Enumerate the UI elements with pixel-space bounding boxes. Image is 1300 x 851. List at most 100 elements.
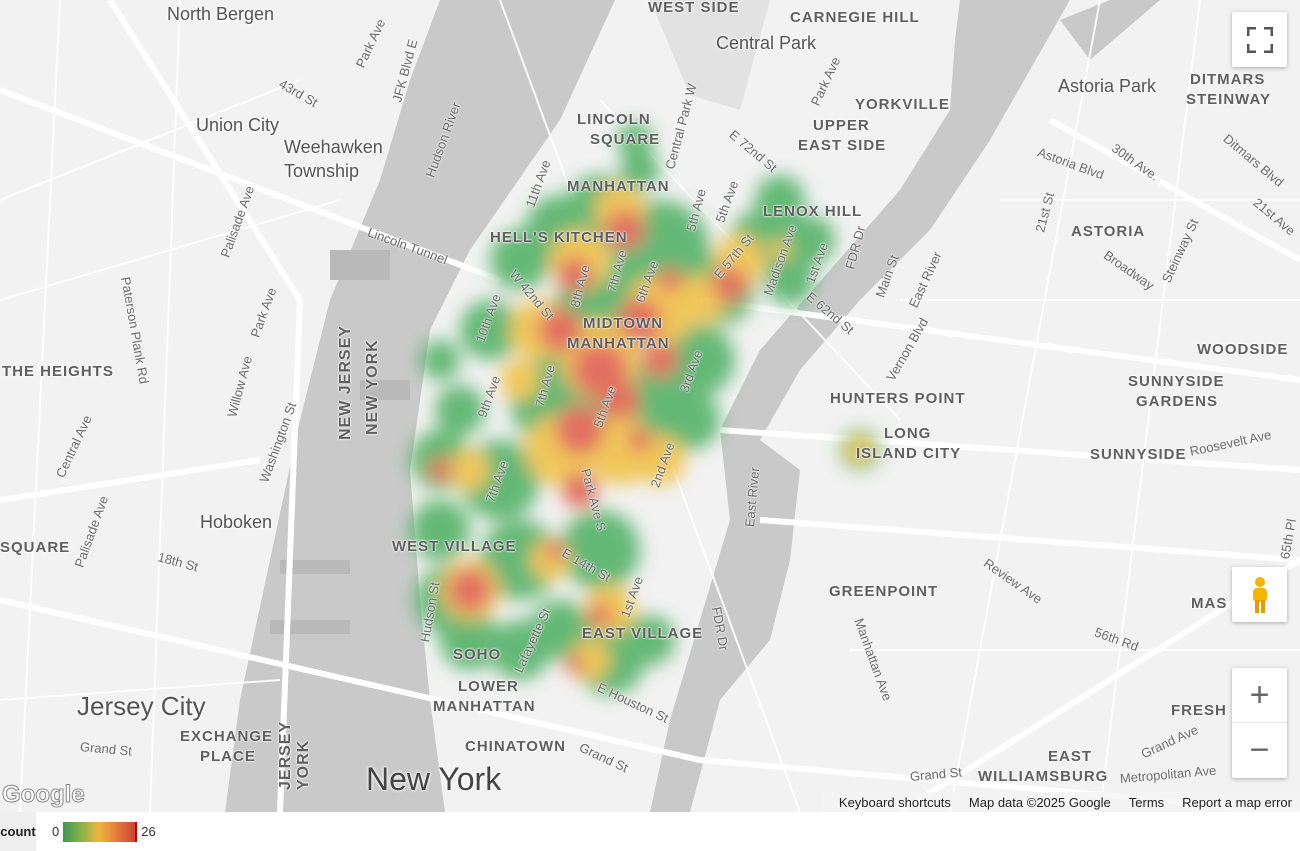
street-view-pegman-button[interactable] (1232, 567, 1287, 622)
terms-link[interactable]: Terms (1128, 794, 1165, 810)
area-label: EXCHANGE (180, 728, 274, 745)
area-label: North Bergen (167, 4, 275, 24)
heatmap-blob (545, 540, 565, 560)
map-canvas[interactable]: North Bergen Union City Weehawken Township H… (0, 0, 1300, 812)
heatmap-blob (765, 255, 815, 305)
area-label: Township (284, 161, 360, 181)
heatmap-blob (620, 150, 660, 190)
report-map-error-link[interactable]: Report a map error (1182, 794, 1292, 810)
zoom-in-button[interactable]: + (1232, 668, 1287, 723)
heatmap-blob (600, 380, 640, 420)
zoom-control: + − (1232, 668, 1287, 778)
area-label: LONG (884, 425, 932, 442)
area-label: HELL'S KITCHEN (490, 229, 628, 246)
heatmap-blob (565, 655, 585, 675)
area-label: WEST VILLAGE (392, 538, 517, 555)
heatmap-blob (557, 257, 593, 293)
area-label: SOHO (453, 646, 502, 663)
area-label: MIDTOWN (583, 315, 664, 332)
area-label: FRESH (1171, 702, 1227, 719)
heatmap-blob (847, 437, 873, 463)
area-label: New York (366, 761, 502, 797)
legend-title: count (0, 812, 36, 851)
heatmap-blob (490, 230, 550, 290)
heatmap-layer (410, 122, 880, 695)
area-label: DITMARS (1190, 71, 1266, 88)
map-base (0, 0, 1300, 812)
state-boundary-label: JERSEY (277, 720, 294, 790)
legend-min: 0 (52, 824, 60, 839)
area-label: LENOX HILL (763, 203, 863, 220)
state-boundary-label: NEW JERSEY (337, 325, 354, 440)
area-label: WOODSIDE (1197, 341, 1289, 358)
area-label: Union City (196, 115, 280, 135)
heatmap-blob (658, 268, 682, 292)
heatmap-blob (530, 600, 590, 660)
minor-roads (0, 0, 1300, 812)
area-label: Jersey City (77, 691, 206, 721)
major-roads (0, 0, 1300, 812)
heatmap-blob (428, 458, 452, 482)
fullscreen-button[interactable] (1232, 12, 1287, 67)
area-label: HUNTERS POINT (830, 390, 966, 407)
heatmap-blob (665, 325, 735, 395)
east-river (650, 0, 1070, 812)
heatmap-blob (660, 390, 720, 450)
heatmap-blob (440, 610, 500, 670)
heatmap-blob (420, 340, 460, 380)
legend-max: 26 (141, 824, 156, 839)
google-logo: Google (2, 781, 86, 808)
heatmap-blob (618, 298, 662, 342)
heatmap-blob (538, 308, 582, 352)
area-label: MANHATTAN (567, 335, 670, 352)
map-data-text: Map data ©2025 Google (968, 794, 1111, 810)
area-label: Hoboken (200, 512, 273, 532)
area-label: WILLIAMSBURG (978, 768, 1109, 785)
heatmap-blob (435, 385, 485, 435)
area-label: ISLAND CITY (856, 445, 962, 462)
heatmap-blob (785, 215, 835, 265)
street-view-pegman-icon (1252, 576, 1267, 613)
heatmap-blob (712, 267, 748, 303)
area-label: SUNNYSIDE (1090, 446, 1187, 463)
heatmap-blob (448, 568, 492, 612)
attribution-bar: Keyboard shortcuts Map data ©2025 Google… (820, 792, 1300, 812)
area-label: PLACE (200, 748, 256, 765)
area-label: SQUARE (590, 131, 661, 148)
area-label: UPPER (813, 117, 870, 134)
area-label: Weehawken (284, 137, 383, 157)
area-label: EAST (1048, 748, 1093, 765)
area-label: MAS (1191, 595, 1228, 612)
heatmap-blob (410, 500, 470, 560)
keyboard-shortcuts-link[interactable]: Keyboard shortcuts (838, 794, 951, 810)
hudson-river (225, 0, 615, 812)
legend-gradient (63, 821, 138, 842)
area-label: CHINATOWN (465, 738, 566, 755)
heatmap-blob (500, 360, 540, 400)
area-label: LINCOLN (577, 111, 651, 128)
heatmap-blob (480, 520, 560, 600)
heatmap-blob (770, 240, 790, 260)
heatmap-blob (628, 428, 652, 452)
state-boundary-label: NEW YORK (364, 339, 381, 435)
state-boundary-label: YORK (295, 739, 312, 790)
central-park (650, 0, 770, 110)
heatmap-blob (450, 450, 490, 490)
area-label: MANHATTAN (567, 178, 670, 195)
area-label: THE HEIGHTS (2, 363, 114, 380)
area-label: GREENPOINT (829, 583, 939, 600)
area-label: STEINWAY (1186, 91, 1271, 108)
area-label: CARNEGIE HILL (790, 9, 920, 26)
color-legend: count 0 26 (0, 812, 1300, 851)
area-label: Astoria Park (1058, 76, 1157, 96)
heatmap-blob (617, 122, 653, 158)
heatmap-blob (555, 405, 605, 455)
zoom-out-button[interactable]: − (1249, 731, 1270, 769)
area-label: LOWER (458, 678, 519, 695)
area-label: EAST VILLAGE (582, 625, 704, 642)
area-label: SUNNYSIDE (1128, 373, 1225, 390)
heatmap-blob (642, 342, 678, 378)
area-label: YORKVILLE (855, 96, 950, 113)
area-label: GARDENS (1136, 393, 1219, 410)
area-label: SQUARE (0, 539, 71, 556)
